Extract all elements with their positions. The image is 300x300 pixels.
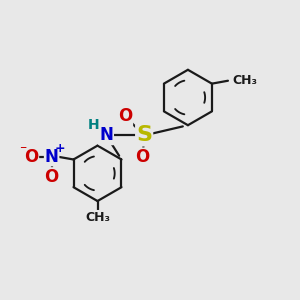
Text: O: O — [118, 107, 132, 125]
Text: CH₃: CH₃ — [232, 74, 257, 87]
Text: O: O — [44, 168, 59, 186]
Text: O: O — [24, 148, 38, 166]
Text: H: H — [88, 118, 100, 132]
Text: O: O — [136, 148, 150, 166]
Text: CH₃: CH₃ — [85, 211, 110, 224]
Text: +: + — [55, 142, 65, 155]
Text: N: N — [45, 148, 58, 166]
Text: N: N — [99, 126, 113, 144]
Text: ⁻: ⁻ — [20, 143, 27, 157]
Text: S: S — [136, 125, 152, 146]
